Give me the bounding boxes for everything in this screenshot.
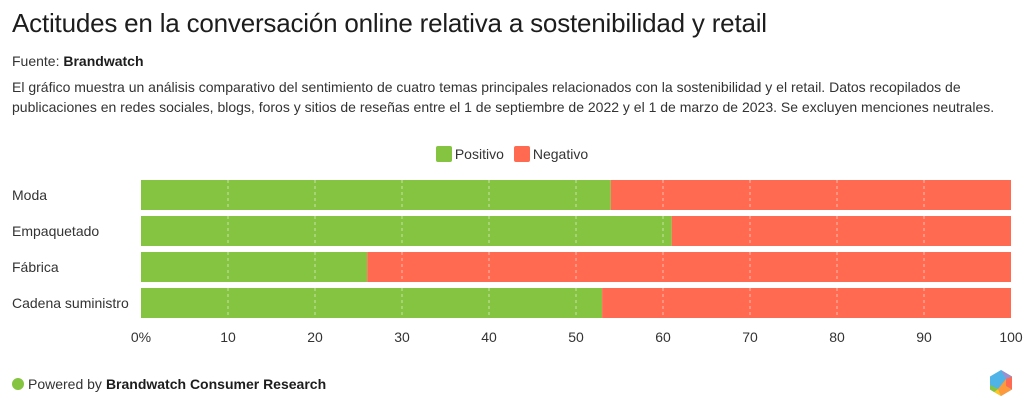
legend-swatch-positive bbox=[435, 146, 452, 162]
x-tick-label: 20 bbox=[307, 329, 323, 345]
chart-title: Actitudes en la conversación online rela… bbox=[12, 8, 767, 38]
bar-positive-1[interactable] bbox=[141, 216, 672, 246]
category-label: Fábrica bbox=[12, 259, 59, 275]
x-tick-label: 90 bbox=[916, 329, 932, 345]
footer: Powered by Brandwatch Consumer Research bbox=[12, 376, 326, 392]
bar-negative-3[interactable] bbox=[602, 288, 1011, 318]
bar-positive-3[interactable] bbox=[141, 288, 603, 318]
bar-negative-0[interactable] bbox=[610, 180, 1011, 210]
x-tick-label: 70 bbox=[742, 329, 758, 345]
stacked-bar-chart: Moda Empaquetado Fábrica Cadena suministro 0… bbox=[12, 180, 1023, 345]
x-tick-label: 0% bbox=[131, 329, 151, 345]
x-tick-label: 30 bbox=[394, 329, 410, 345]
x-tick-label: 80 bbox=[829, 329, 845, 345]
bar-negative-2[interactable] bbox=[367, 252, 1011, 282]
x-tick-label: 50 bbox=[568, 329, 584, 345]
legend-label-positive: Positivo bbox=[454, 146, 504, 162]
hexagon-logo-icon[interactable] bbox=[988, 369, 1014, 397]
legend: Positivo Negativo bbox=[0, 146, 1024, 162]
chart-description: El gráfico muestra un análisis comparati… bbox=[12, 79, 995, 115]
category-label: Cadena suministro bbox=[12, 295, 129, 311]
category-label: Moda bbox=[12, 187, 47, 203]
x-tick-label: 40 bbox=[481, 329, 497, 345]
x-tick-label: 100 bbox=[999, 329, 1023, 345]
bar-positive-2[interactable] bbox=[141, 252, 368, 282]
legend-item-negative[interactable]: Negativo bbox=[513, 146, 589, 162]
legend-label-negative: Negativo bbox=[532, 146, 589, 162]
legend-swatch-negative bbox=[513, 146, 530, 162]
powered-by-label: Powered by bbox=[28, 376, 102, 392]
legend-item-positive[interactable]: Positivo bbox=[435, 146, 504, 162]
source-line: Fuente: Brandwatch bbox=[12, 53, 144, 69]
brand-dot-icon bbox=[12, 378, 24, 390]
source-name: Brandwatch bbox=[63, 53, 144, 69]
bar-positive-0[interactable] bbox=[141, 180, 611, 210]
category-label: Empaquetado bbox=[12, 223, 99, 239]
bar-negative-1[interactable] bbox=[671, 216, 1011, 246]
x-tick-label: 10 bbox=[220, 329, 236, 345]
brand-name: Brandwatch Consumer Research bbox=[105, 376, 327, 392]
x-tick-label: 60 bbox=[655, 329, 671, 345]
source-label: Fuente: bbox=[12, 53, 60, 69]
